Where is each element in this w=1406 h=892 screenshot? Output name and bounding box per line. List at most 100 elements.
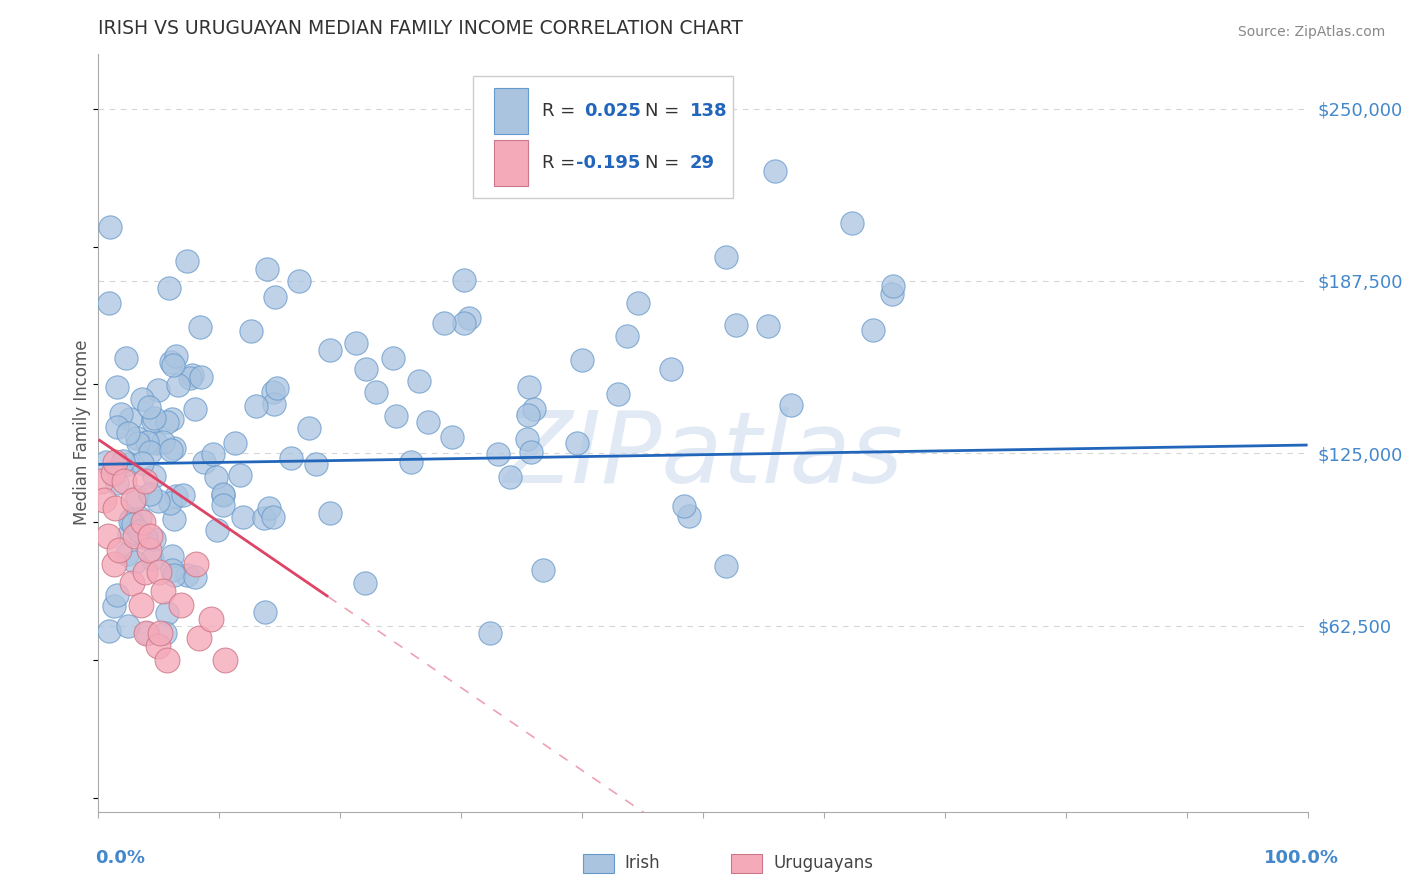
- Point: [188, 319, 211, 334]
- Point: [184, 401, 207, 416]
- Point: [142, 533, 165, 547]
- Point: [724, 318, 747, 332]
- Point: [135, 435, 157, 450]
- Point: [117, 457, 139, 471]
- Point: [159, 496, 181, 510]
- Point: [103, 599, 125, 613]
- Point: [163, 442, 186, 456]
- Point: [148, 565, 170, 579]
- Point: [118, 526, 141, 541]
- Point: [143, 411, 166, 425]
- Point: [124, 555, 146, 569]
- Point: [115, 547, 138, 561]
- Point: [162, 358, 184, 372]
- Point: [112, 474, 135, 488]
- Text: -0.195: -0.195: [576, 154, 640, 172]
- Text: 138: 138: [690, 102, 727, 120]
- Point: [399, 455, 422, 469]
- Point: [565, 435, 588, 450]
- Point: [156, 415, 179, 429]
- Point: [128, 524, 150, 539]
- Point: [165, 489, 187, 503]
- Point: [516, 432, 538, 446]
- Point: [145, 435, 167, 450]
- Point: [305, 457, 328, 471]
- Point: [533, 563, 555, 577]
- Point: [571, 353, 593, 368]
- Point: [124, 529, 146, 543]
- Point: [523, 402, 546, 417]
- Text: Irish: Irish: [624, 855, 659, 872]
- Point: [672, 499, 695, 513]
- Point: [172, 488, 194, 502]
- Point: [103, 557, 125, 571]
- Point: [344, 336, 367, 351]
- Point: [142, 414, 165, 428]
- Point: [115, 351, 138, 365]
- Point: [97, 296, 120, 310]
- Point: [156, 653, 179, 667]
- Point: [112, 453, 135, 467]
- Point: [156, 606, 179, 620]
- Text: N =: N =: [645, 102, 685, 120]
- Point: [841, 216, 863, 230]
- Point: [382, 351, 405, 365]
- Point: [354, 362, 377, 376]
- Point: [714, 559, 737, 574]
- Point: [138, 542, 160, 557]
- Point: [167, 378, 190, 392]
- Point: [214, 653, 236, 667]
- Point: [143, 469, 166, 483]
- Point: [207, 523, 229, 537]
- Point: [486, 447, 509, 461]
- Point: [149, 625, 172, 640]
- Text: 0.0%: 0.0%: [96, 849, 146, 867]
- Point: [256, 261, 278, 276]
- Point: [756, 319, 779, 334]
- Point: [160, 355, 183, 369]
- Point: [176, 253, 198, 268]
- Point: [616, 329, 638, 343]
- Text: 29: 29: [690, 154, 714, 172]
- Point: [232, 510, 254, 524]
- Point: [141, 552, 163, 566]
- Point: [263, 290, 285, 304]
- Y-axis label: Median Family Income: Median Family Income: [73, 340, 91, 525]
- Point: [97, 529, 120, 543]
- Text: 100.0%: 100.0%: [1264, 849, 1339, 867]
- Point: [105, 588, 128, 602]
- Point: [627, 295, 650, 310]
- Point: [453, 273, 475, 287]
- Point: [103, 466, 125, 480]
- Point: [384, 409, 406, 423]
- Text: R =: R =: [543, 154, 581, 172]
- Point: [763, 164, 786, 178]
- Point: [134, 565, 156, 579]
- Point: [138, 401, 160, 415]
- Point: [157, 281, 180, 295]
- Point: [139, 529, 162, 543]
- Point: [263, 397, 285, 411]
- Point: [239, 324, 262, 338]
- Point: [183, 570, 205, 584]
- Point: [319, 506, 342, 520]
- Point: [882, 278, 904, 293]
- Point: [129, 598, 152, 612]
- Point: [184, 557, 207, 571]
- Point: [319, 343, 342, 358]
- Point: [211, 488, 233, 502]
- Point: [458, 311, 481, 326]
- Point: [678, 508, 700, 523]
- FancyBboxPatch shape: [494, 88, 527, 134]
- Point: [200, 612, 222, 626]
- Point: [153, 625, 176, 640]
- Text: ZIPatlas: ZIPatlas: [503, 407, 903, 504]
- Point: [179, 370, 201, 384]
- Point: [120, 512, 142, 526]
- Point: [262, 384, 284, 399]
- Point: [160, 412, 183, 426]
- Point: [104, 454, 127, 468]
- Point: [131, 456, 153, 470]
- Point: [139, 445, 162, 459]
- Point: [118, 515, 141, 529]
